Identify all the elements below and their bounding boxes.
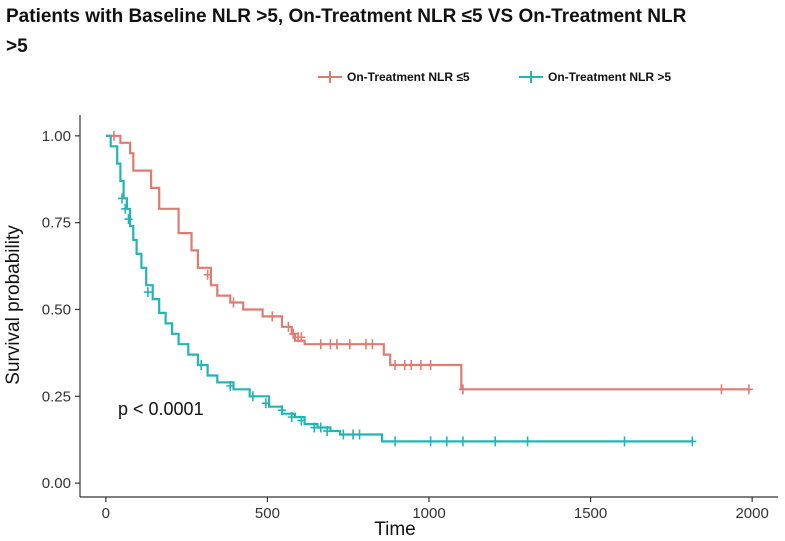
censor-mark: [688, 436, 697, 447]
censor-mark: [118, 193, 127, 204]
censor-mark: [226, 380, 235, 391]
censor-mark: [229, 297, 238, 308]
censor-mark: [124, 214, 133, 225]
x-ticks: 0 500 1000 1500 2000: [102, 497, 769, 522]
censor-mark: [316, 422, 325, 433]
legend-label-nlr-le5: On-Treatment NLR ≤5: [347, 70, 470, 84]
survival-curve-0: [105, 134, 749, 391]
series-group: [105, 130, 753, 447]
y-tick-label: 0.25: [42, 388, 71, 405]
survival-curve-1: [105, 134, 693, 443]
y-tick-label: 0.50: [42, 301, 71, 318]
y-axis-title: Survival probability: [3, 225, 24, 385]
censor-mark: [407, 360, 416, 371]
censor-mark: [277, 405, 286, 416]
censor-mark: [368, 339, 377, 350]
censor-mark: [289, 328, 298, 339]
censor-mark: [391, 360, 400, 371]
censor-mark: [442, 436, 451, 447]
censor-mark: [121, 203, 130, 214]
censor-mark: [717, 384, 726, 395]
censor-mark: [332, 339, 341, 350]
censor-mark: [197, 360, 206, 371]
x-tick-label: 2000: [735, 505, 768, 522]
censor-mark: [297, 415, 306, 426]
y-tick-label: 1.00: [42, 128, 71, 145]
censor-mark: [458, 384, 467, 395]
censor-mark: [620, 436, 629, 447]
censor-mark: [391, 436, 400, 447]
censor-mark: [323, 426, 332, 437]
censor-mark: [316, 339, 325, 350]
censor-mark: [261, 398, 270, 409]
y-tick-label: 0.75: [42, 215, 71, 232]
censor-mark: [203, 269, 212, 280]
censor-mark: [297, 332, 306, 343]
censor-mark: [744, 384, 753, 395]
censor-mark: [491, 436, 500, 447]
x-tick-label: 1500: [574, 505, 607, 522]
censor-mark: [345, 339, 354, 350]
x-axis-title: Time: [374, 519, 416, 540]
censor-mark: [426, 360, 435, 371]
legend-label-nlr-gt5: On-Treatment NLR >5: [548, 70, 671, 84]
censor-mark: [355, 429, 364, 440]
censor-mark: [284, 321, 293, 332]
x-tick-label: 0: [102, 505, 110, 522]
censor-mark: [458, 436, 467, 447]
censor-mark: [339, 429, 348, 440]
censor-mark: [268, 311, 277, 322]
censor-mark: [143, 287, 152, 298]
p-value-annotation: p < 0.0001: [118, 399, 204, 419]
censor-mark: [416, 360, 425, 371]
y-ticks: 0.00 0.25 0.50 0.75 1.00: [42, 128, 80, 492]
y-tick-label: 0.00: [42, 475, 71, 492]
censor-mark: [523, 436, 532, 447]
legend: On-Treatment NLR ≤5 On-Treatment NLR >5: [318, 70, 671, 84]
chart-title: Patients with Baseline NLR >5, On-Treatm…: [6, 6, 687, 57]
x-tick-label: 500: [255, 505, 280, 522]
x-tick-label: 1000: [412, 505, 445, 522]
censor-mark: [426, 436, 435, 447]
censor-mark: [248, 391, 257, 402]
censor-mark: [287, 412, 296, 423]
